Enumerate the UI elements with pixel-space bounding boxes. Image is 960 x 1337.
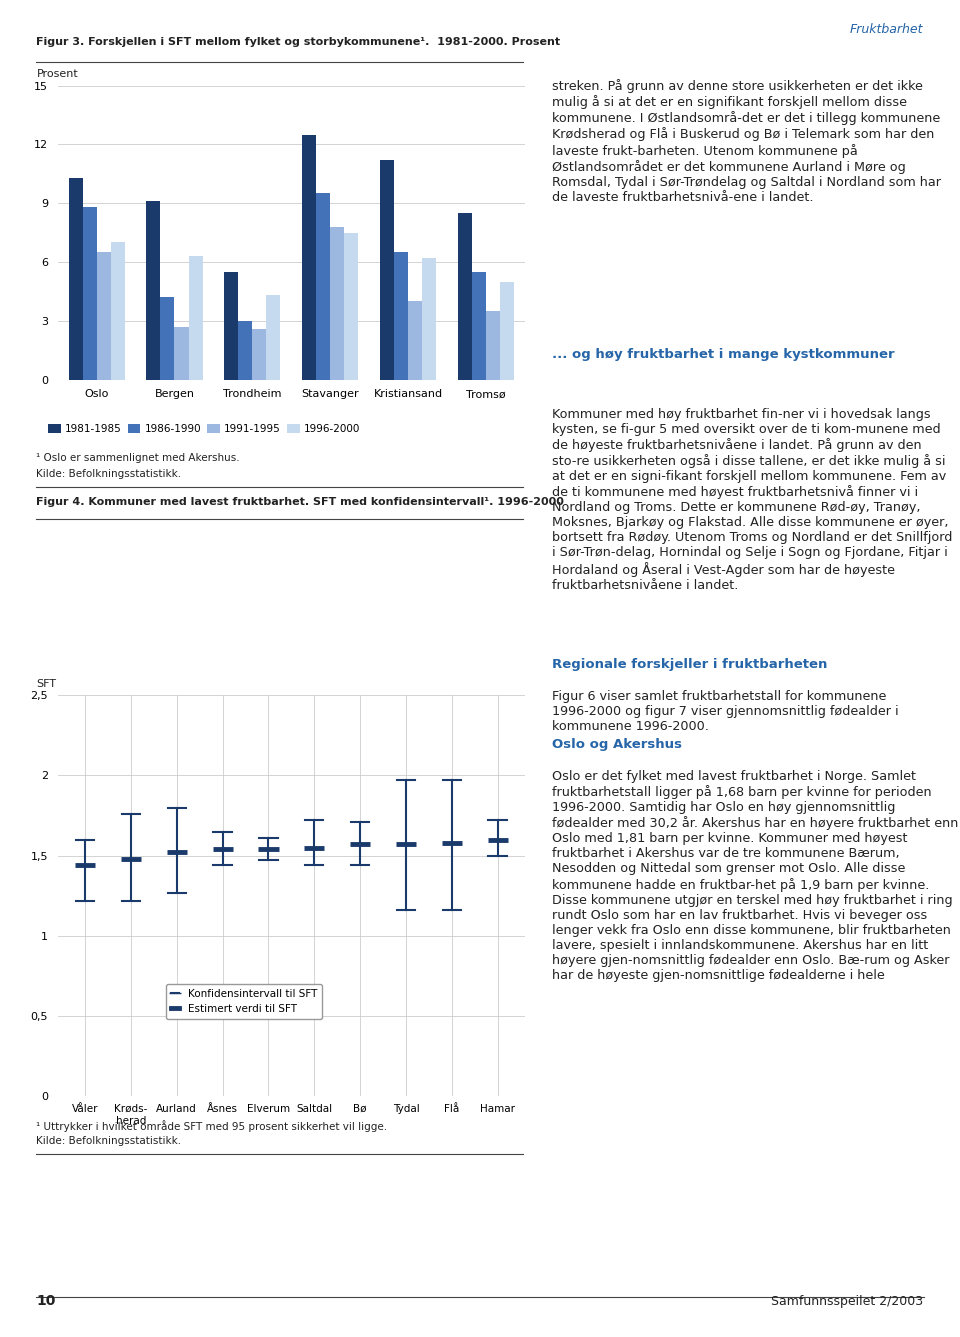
Bar <box>68 178 83 380</box>
Text: SFT: SFT <box>36 679 57 689</box>
Text: ¹ Uttrykker i hvilket område SFT med 95 prosent sikkerhet vil ligge.: ¹ Uttrykker i hvilket område SFT med 95 … <box>36 1120 388 1132</box>
Bar <box>380 160 395 380</box>
Bar <box>97 253 110 380</box>
Text: Regionale forskjeller i fruktbarheten: Regionale forskjeller i fruktbarheten <box>552 658 828 671</box>
Bar <box>458 213 472 380</box>
Text: ¹ Oslo er sammenlignet med Akershus.: ¹ Oslo er sammenlignet med Akershus. <box>36 453 240 463</box>
Text: 10: 10 <box>36 1294 56 1308</box>
Bar <box>110 242 125 380</box>
Text: Oslo og Akershus: Oslo og Akershus <box>552 738 682 751</box>
Bar <box>238 321 252 380</box>
Bar <box>160 297 175 380</box>
Text: ... og høy fruktbarhet i mange kystkommuner: ... og høy fruktbarhet i mange kystkommu… <box>552 348 895 361</box>
Bar <box>345 233 358 380</box>
Bar <box>422 258 436 380</box>
Bar <box>316 194 330 380</box>
Text: Figur 3. Forskjellen i SFT mellom fylket og storbykommunene¹.  1981-2000. Prosen: Figur 3. Forskjellen i SFT mellom fylket… <box>36 37 561 47</box>
Bar <box>408 301 422 380</box>
Bar <box>330 227 345 380</box>
Legend: Konfidensintervall til SFT, Estimert verdi til SFT: Konfidensintervall til SFT, Estimert ver… <box>166 984 323 1019</box>
Bar <box>188 257 203 380</box>
Bar <box>472 271 486 380</box>
Text: Kilde: Befolkningsstatistikk.: Kilde: Befolkningsstatistikk. <box>36 469 181 479</box>
Bar <box>302 135 316 380</box>
Bar <box>225 271 238 380</box>
Bar <box>175 326 188 380</box>
Text: Prosent: Prosent <box>36 70 78 79</box>
Text: streken. På grunn av denne store usikkerheten er det ikke mulig å si at det er e: streken. På grunn av denne store usikker… <box>552 79 941 203</box>
Text: Oslo er det fylket med lavest fruktbarhet i Norge. Samlet fruktbarhetstall ligge: Oslo er det fylket med lavest fruktbarhe… <box>552 770 958 981</box>
Text: Samfunnsspeilet 2/2003: Samfunnsspeilet 2/2003 <box>772 1294 924 1308</box>
Text: Figur 4. Kommuner med lavest fruktbarhet. SFT med konfidensintervall¹. 1996-2000: Figur 4. Kommuner med lavest fruktbarhet… <box>36 497 564 507</box>
Bar <box>395 253 408 380</box>
Bar <box>500 282 515 380</box>
Bar <box>486 312 500 380</box>
Text: Kilde: Befolkningsstatistikk.: Kilde: Befolkningsstatistikk. <box>36 1136 181 1146</box>
Bar <box>83 207 97 380</box>
Text: Figur 6 viser samlet fruktbarhetstall for kommunene 1996-2000 og figur 7 viser g: Figur 6 viser samlet fruktbarhetstall fo… <box>552 690 899 733</box>
Legend: 1981-1985, 1986-1990, 1991-1995, 1996-2000: 1981-1985, 1986-1990, 1991-1995, 1996-20… <box>44 420 365 439</box>
Bar <box>267 295 280 380</box>
Text: Fruktbarhet: Fruktbarhet <box>850 23 924 36</box>
Bar <box>147 202 160 380</box>
Bar <box>252 329 267 380</box>
Text: Kommuner med høy fruktbarhet fin-ner vi i hovedsak langs kysten, se fi-gur 5 med: Kommuner med høy fruktbarhet fin-ner vi … <box>552 408 952 592</box>
